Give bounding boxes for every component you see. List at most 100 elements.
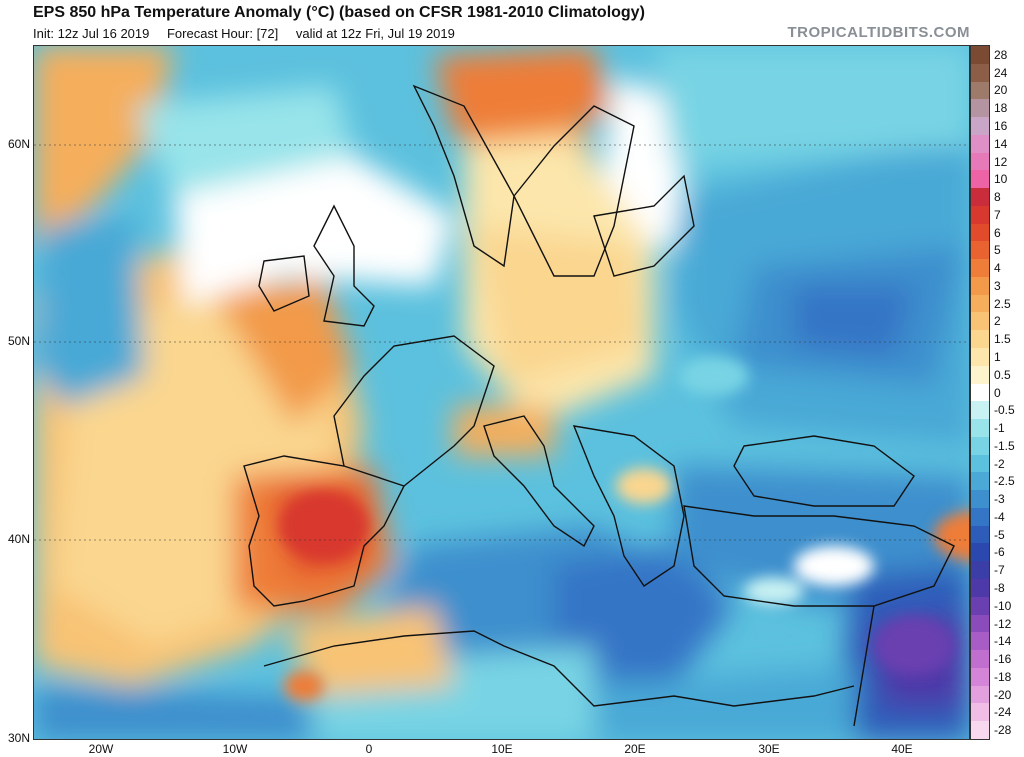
legend-swatch xyxy=(971,703,989,722)
legend-swatch xyxy=(971,472,989,491)
forecast-hour: Forecast Hour: [72] xyxy=(166,26,279,41)
legend-label: 1 xyxy=(994,349,1001,364)
legend-label: -7 xyxy=(994,563,1005,578)
legend-label: -18 xyxy=(994,669,1012,684)
legend-label: 28 xyxy=(994,47,1008,62)
legend-swatch xyxy=(971,543,989,562)
init-time: Init: 12z Jul 16 2019 xyxy=(33,26,150,41)
legend-label: 2 xyxy=(994,314,1001,329)
lon-label-20w: 20W xyxy=(88,742,114,756)
legend-swatch xyxy=(971,348,989,366)
legend-label: -8 xyxy=(994,580,1005,595)
legend-swatch xyxy=(971,596,989,615)
lon-label-0: 0 xyxy=(365,742,373,756)
lat-label-40n: 40N xyxy=(7,532,30,546)
legend-swatch xyxy=(971,561,989,579)
legend-swatch xyxy=(971,419,989,437)
legend-label: -2.5 xyxy=(994,474,1015,489)
legend-label: -0.5 xyxy=(994,403,1015,418)
legend-label: -3 xyxy=(994,492,1005,507)
legend-label: 7 xyxy=(994,207,1001,222)
legend-label: 3 xyxy=(994,278,1001,293)
legend-swatch xyxy=(971,241,989,260)
valid-time: valid at 12z Fri, Jul 19 2019 xyxy=(295,26,455,41)
legend-label: 5 xyxy=(994,243,1001,258)
legend-swatch xyxy=(971,632,989,651)
legend-label: -10 xyxy=(994,598,1012,613)
legend-swatch xyxy=(971,383,989,402)
legend-label: -28 xyxy=(994,723,1012,738)
legend-label: 18 xyxy=(994,101,1008,116)
legend-label: 0.5 xyxy=(994,367,1011,382)
anomaly-field xyxy=(34,46,969,739)
legend-swatch xyxy=(971,490,989,508)
legend-label: 12 xyxy=(994,154,1008,169)
legend-label: -6 xyxy=(994,545,1005,560)
legend-label: 4 xyxy=(994,261,1001,276)
legend-label: -5 xyxy=(994,527,1005,542)
legend-swatch xyxy=(971,188,989,206)
legend-label: 0 xyxy=(994,385,1001,400)
legend-swatch xyxy=(971,401,989,420)
map-canvas xyxy=(34,46,969,739)
legend-swatch xyxy=(971,205,989,224)
legend-swatch xyxy=(971,152,989,171)
lat-label-60n: 60N xyxy=(7,137,30,151)
legend-swatch xyxy=(971,223,989,242)
lon-label-10w: 10W xyxy=(222,742,248,756)
lat-label-50n: 50N xyxy=(7,334,30,348)
legend-swatch xyxy=(971,294,989,313)
legend-label: -12 xyxy=(994,616,1012,631)
legend-swatch xyxy=(971,721,989,739)
legend-label: 2.5 xyxy=(994,296,1011,311)
legend-swatch xyxy=(971,312,989,331)
lon-label-20e: 20E xyxy=(624,742,646,756)
legend-label: 10 xyxy=(994,172,1008,187)
legend-swatch xyxy=(971,525,989,544)
lon-label-30e: 30E xyxy=(758,742,780,756)
legend-label: 24 xyxy=(994,65,1008,80)
legend-label: 14 xyxy=(994,136,1008,151)
legend-swatch xyxy=(971,507,989,526)
map-subtitle: Init: 12z Jul 16 2019 Forecast Hour: [72… xyxy=(33,26,469,41)
legend-label: -16 xyxy=(994,652,1012,667)
color-scale-bar xyxy=(970,45,990,740)
legend-label: 16 xyxy=(994,118,1008,133)
lat-label-30n: 30N xyxy=(7,731,30,745)
legend-label: 20 xyxy=(994,83,1008,98)
lon-label-10e: 10E xyxy=(491,742,513,756)
legend-swatch xyxy=(971,276,989,295)
legend-swatch xyxy=(971,365,989,384)
site-brand: TROPICALTIDBITS.COM xyxy=(787,24,970,41)
lon-label-40e: 40E xyxy=(891,742,913,756)
legend-label: 8 xyxy=(994,190,1001,205)
legend-swatch xyxy=(971,454,989,473)
coastlines xyxy=(243,84,955,727)
legend-label: -20 xyxy=(994,687,1012,702)
legend-label: 1.5 xyxy=(994,332,1011,347)
legend-label: -4 xyxy=(994,509,1005,524)
legend-swatch xyxy=(971,578,989,597)
legend-swatch xyxy=(971,134,989,153)
legend-swatch xyxy=(971,46,989,64)
legend-label: -14 xyxy=(994,634,1012,649)
anomaly-map xyxy=(33,45,970,740)
legend-swatch xyxy=(971,330,989,349)
graticule xyxy=(34,144,969,541)
legend-swatch xyxy=(971,667,989,686)
legend-swatch xyxy=(971,170,989,189)
legend-swatch xyxy=(971,81,989,100)
legend-label: -2 xyxy=(994,456,1005,471)
legend-swatch xyxy=(971,117,989,135)
legend-swatch xyxy=(971,685,989,704)
map-title: EPS 850 hPa Temperature Anomaly (°C) (ba… xyxy=(33,4,645,21)
legend-swatch xyxy=(971,650,989,668)
legend-label: -1 xyxy=(994,421,1005,436)
legend-swatch xyxy=(971,63,989,82)
legend-swatch xyxy=(971,614,989,633)
anomaly-detail xyxy=(279,356,969,701)
legend-label: -24 xyxy=(994,705,1012,720)
legend-swatch xyxy=(971,436,989,455)
legend-label: 6 xyxy=(994,225,1001,240)
legend-swatch xyxy=(971,99,989,118)
